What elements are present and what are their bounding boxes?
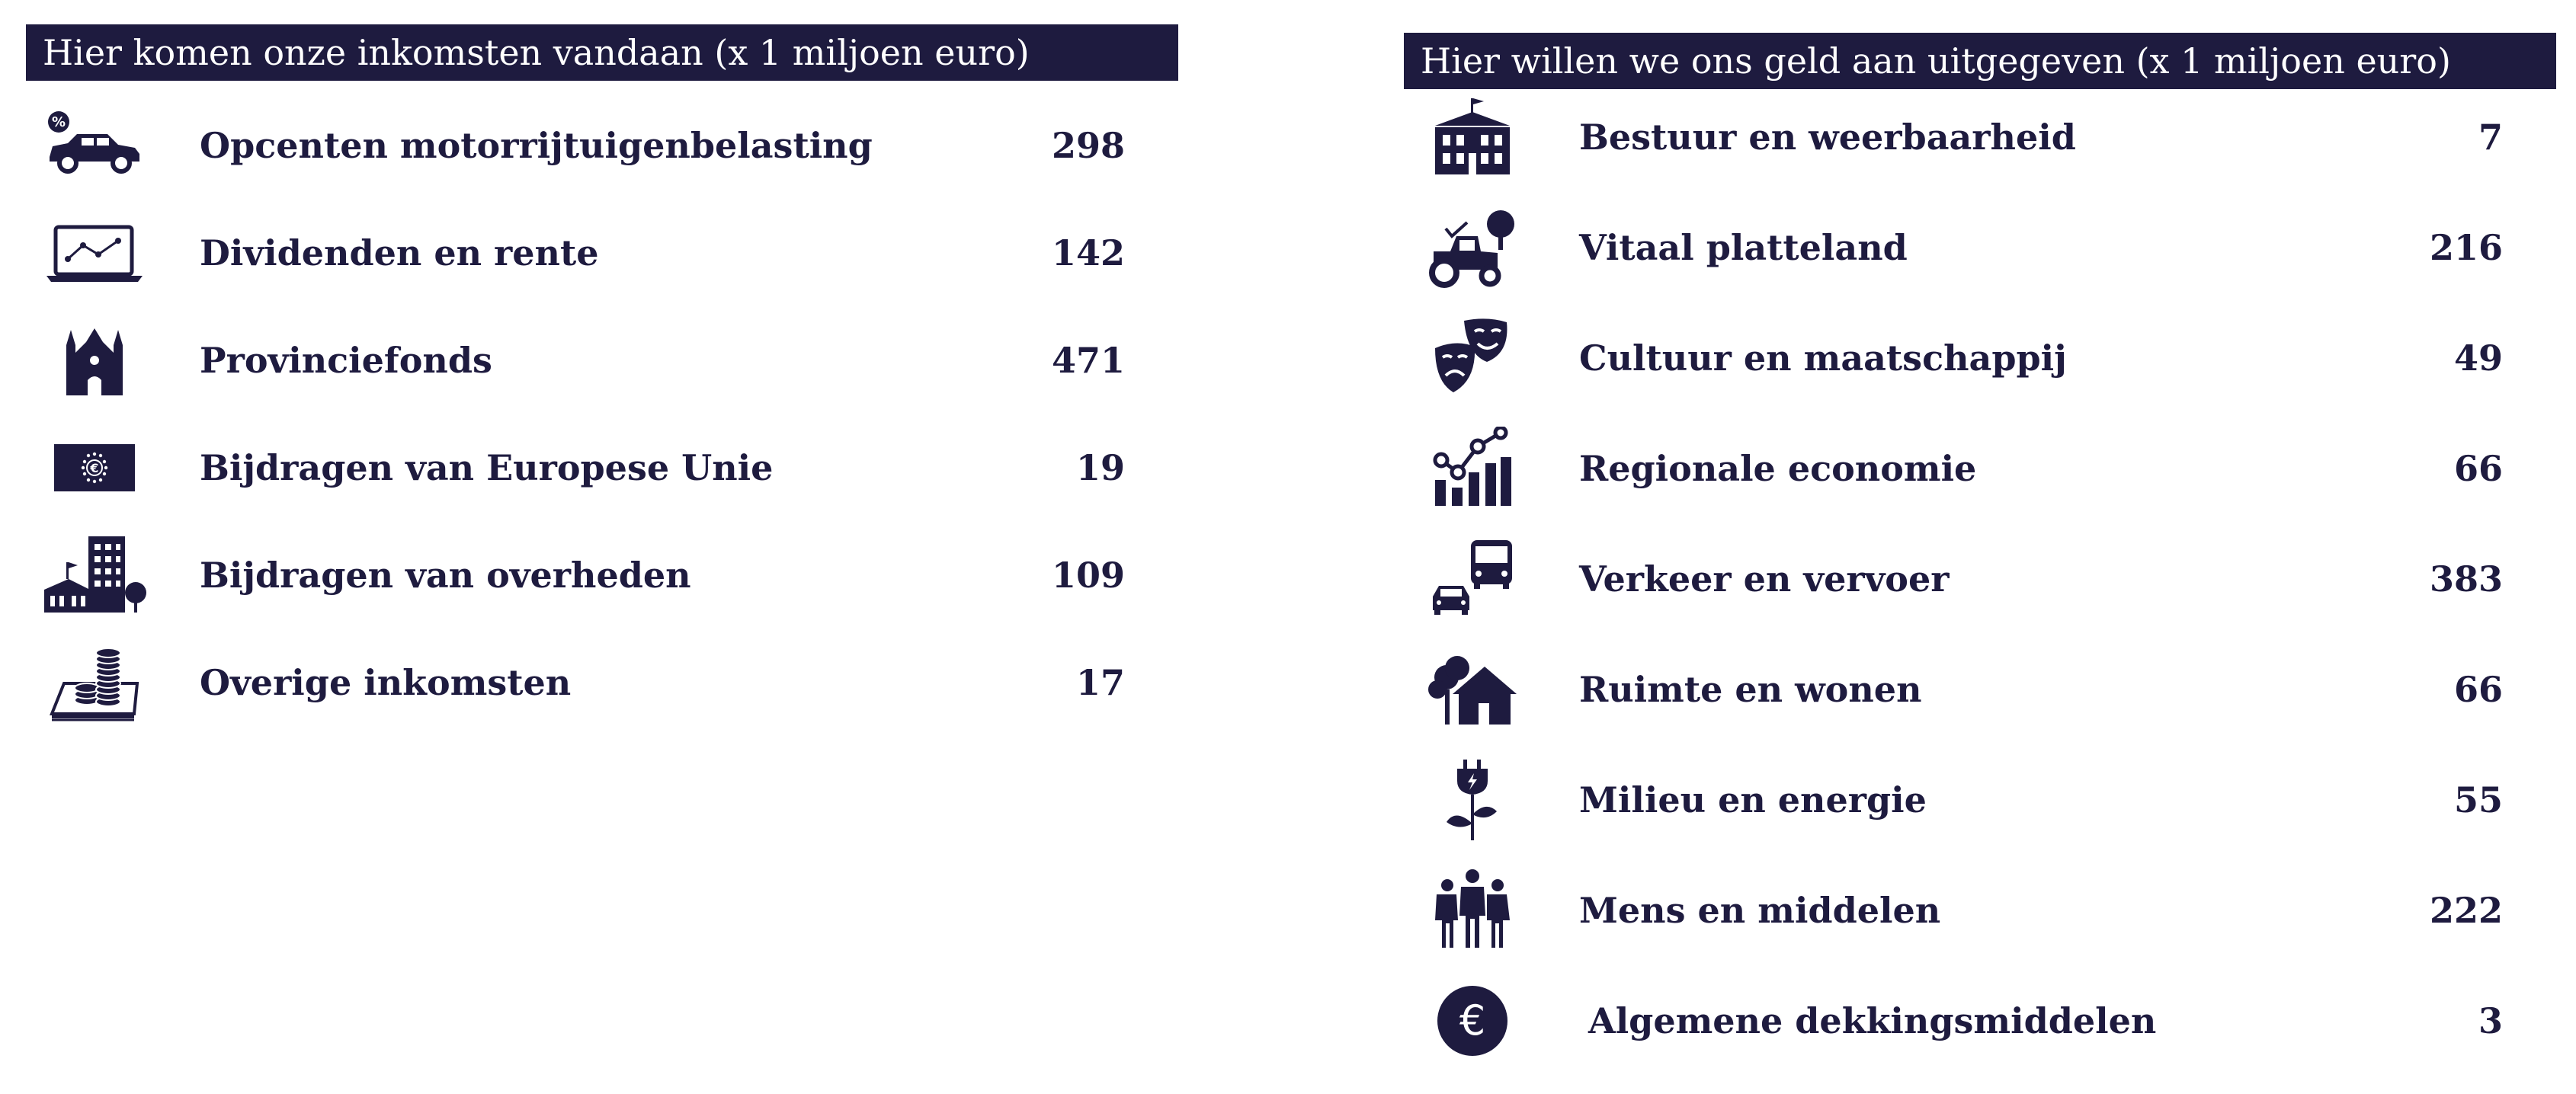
expenses-panel: Hier willen we ons geld aan uitgegeven (… bbox=[1404, 33, 2556, 1056]
expense-label: Cultuur en maatschappij bbox=[1579, 337, 2067, 379]
expense-row: Vitaal platteland 216 bbox=[1404, 206, 2556, 289]
expense-value: 222 bbox=[2429, 890, 2503, 931]
income-row: Overige inkomsten 17 bbox=[26, 641, 1178, 725]
expense-value: 3 bbox=[2478, 1000, 2503, 1041]
government-building-icon bbox=[1419, 95, 1526, 179]
people-icon bbox=[1419, 868, 1526, 952]
income-label: Provinciefonds bbox=[200, 340, 492, 381]
expense-value: 216 bbox=[2429, 227, 2503, 268]
income-row: % Opcenten motorrijtuigenbelasting 298 bbox=[26, 104, 1178, 187]
income-label: Bijdragen van overheden bbox=[200, 555, 691, 596]
svg-text:€: € bbox=[89, 461, 98, 475]
income-label: Opcenten motorrijtuigenbelasting bbox=[200, 125, 873, 166]
expense-row: Regionale economie 66 bbox=[1404, 427, 2556, 510]
expense-label: Regionale economie bbox=[1579, 448, 1977, 489]
expense-label: Vitaal platteland bbox=[1579, 227, 1908, 268]
expense-label: Ruimte en wonen bbox=[1579, 669, 1922, 710]
expense-row: € Algemene dekkingsmiddelen 3 bbox=[1404, 979, 2556, 1063]
income-value: 298 bbox=[1051, 125, 1125, 166]
income-row: € Bijdragen van Europese Unie 19 bbox=[26, 426, 1178, 510]
expense-row: Ruimte en wonen 66 bbox=[1404, 648, 2556, 731]
income-row: Bijdragen van overheden 109 bbox=[26, 533, 1178, 617]
eu-flag-icon: € bbox=[41, 426, 148, 510]
income-value: 471 bbox=[1051, 340, 1125, 381]
bar-chart-icon bbox=[1419, 427, 1526, 510]
expenses-header: Hier willen we ons geld aan uitgegeven (… bbox=[1404, 33, 2556, 89]
expense-label: Bestuur en weerbaarheid bbox=[1579, 117, 2076, 158]
svg-text:€: € bbox=[1459, 996, 1485, 1044]
tractor-icon bbox=[1419, 206, 1526, 289]
government-buildings-icon bbox=[41, 533, 148, 617]
expense-value: 383 bbox=[2429, 558, 2503, 600]
income-value: 109 bbox=[1051, 555, 1125, 596]
expense-row: Verkeer en vervoer 383 bbox=[1404, 537, 2556, 621]
income-panel: Hier komen onze inkomsten vandaan (x 1 m… bbox=[26, 24, 1178, 721]
plug-plant-icon bbox=[1419, 758, 1526, 842]
income-label: Bijdragen van Europese Unie bbox=[200, 447, 774, 488]
expense-label: Mens en middelen bbox=[1579, 890, 1941, 931]
expense-row: Bestuur en weerbaarheid 7 bbox=[1404, 95, 2556, 179]
income-header: Hier komen onze inkomsten vandaan (x 1 m… bbox=[26, 24, 1178, 81]
coins-icon bbox=[41, 641, 148, 725]
theater-masks-icon bbox=[1419, 316, 1526, 400]
expense-value: 49 bbox=[2453, 337, 2503, 379]
tree-house-icon bbox=[1419, 648, 1526, 731]
expense-value: 55 bbox=[2453, 779, 2503, 820]
bus-car-icon bbox=[1419, 537, 1526, 621]
income-value: 142 bbox=[1051, 232, 1125, 274]
expense-label: Verkeer en vervoer bbox=[1579, 558, 1950, 600]
income-row: Provinciefonds 471 bbox=[26, 318, 1178, 402]
income-label: Overige inkomsten bbox=[200, 662, 572, 703]
income-row: Dividenden en rente 142 bbox=[26, 211, 1178, 295]
expense-row: Milieu en energie 55 bbox=[1404, 758, 2556, 842]
svg-text:%: % bbox=[52, 114, 66, 130]
expense-value: 7 bbox=[2478, 117, 2503, 158]
income-value: 17 bbox=[1075, 662, 1125, 703]
provincial-building-icon bbox=[41, 318, 148, 402]
car-percent-icon: % bbox=[41, 104, 148, 187]
expense-row: Mens en middelen 222 bbox=[1404, 868, 2556, 952]
expense-label: Algemene dekkingsmiddelen bbox=[1588, 1000, 2157, 1041]
euro-coin-icon: € bbox=[1419, 979, 1526, 1063]
expense-value: 66 bbox=[2453, 669, 2503, 710]
expense-row: Cultuur en maatschappij 49 bbox=[1404, 316, 2556, 400]
laptop-chart-icon bbox=[41, 211, 148, 295]
income-label: Dividenden en rente bbox=[200, 232, 599, 274]
expense-label: Milieu en energie bbox=[1579, 779, 1927, 820]
expense-value: 66 bbox=[2453, 448, 2503, 489]
income-value: 19 bbox=[1075, 447, 1125, 488]
